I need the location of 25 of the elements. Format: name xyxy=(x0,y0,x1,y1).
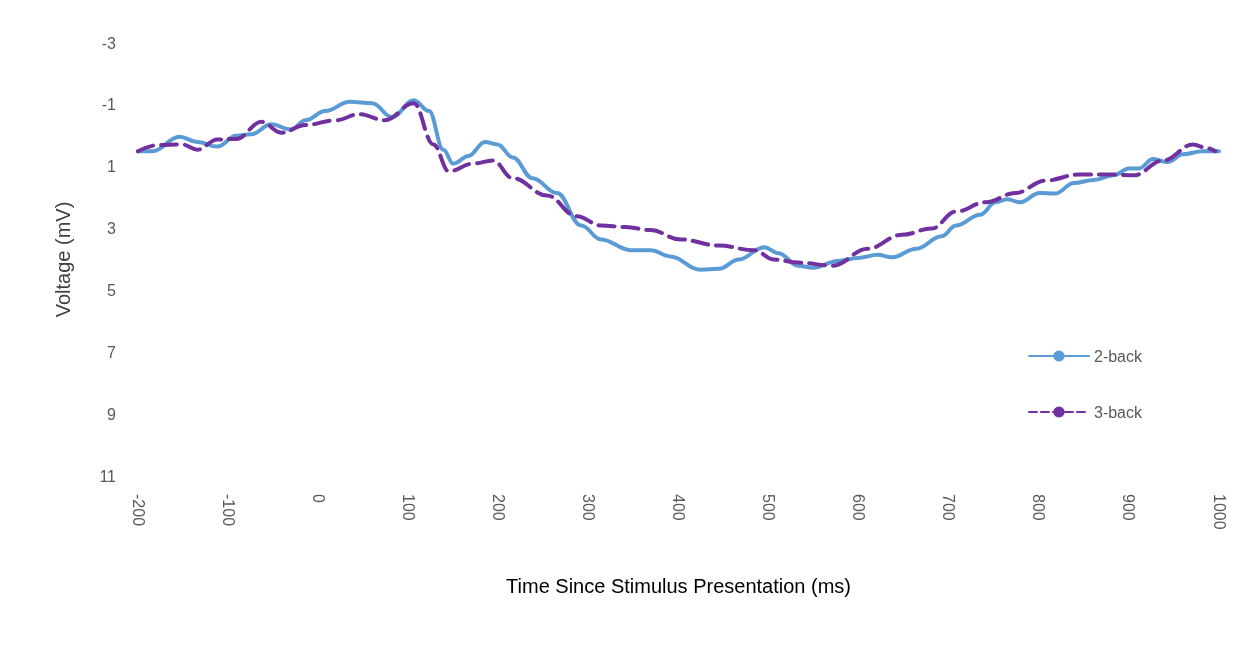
y-tick-label: -3 xyxy=(101,34,117,52)
x-tick-label: 800 xyxy=(1030,494,1048,521)
x-tick-label: 100 xyxy=(399,494,417,521)
x-tick-label: 400 xyxy=(670,494,687,521)
y-tick-label: 3 xyxy=(107,220,117,238)
x-tick-label: -200 xyxy=(129,494,147,527)
y-tick-label: 11 xyxy=(99,467,117,485)
x-tick-label: 0 xyxy=(309,494,327,503)
y-tick-label: 1 xyxy=(107,158,117,176)
x-tick-label: 300 xyxy=(579,494,597,521)
y-tick-label: -1 xyxy=(101,96,117,114)
legend-label: 3-back xyxy=(1093,403,1143,421)
x-axis-title: Time Since Stimulus Presentation (ms) xyxy=(506,575,851,597)
x-tick-label: 500 xyxy=(760,494,778,521)
x-tick-label: -100 xyxy=(219,494,237,527)
x-tick-label: 900 xyxy=(1120,494,1138,521)
legend-label: 2-back xyxy=(1093,347,1143,365)
y-tick-label: 7 xyxy=(107,343,117,361)
x-tick-label: 700 xyxy=(940,494,958,521)
y-axis-title: Voltage (mV) xyxy=(52,201,74,318)
y-tick-label: 9 xyxy=(107,405,117,423)
x-tick-label: 200 xyxy=(489,494,507,521)
y-tick-label: 5 xyxy=(107,281,117,299)
x-tick-label: 600 xyxy=(850,494,868,521)
x-tick-label: 1000 xyxy=(1210,494,1228,530)
